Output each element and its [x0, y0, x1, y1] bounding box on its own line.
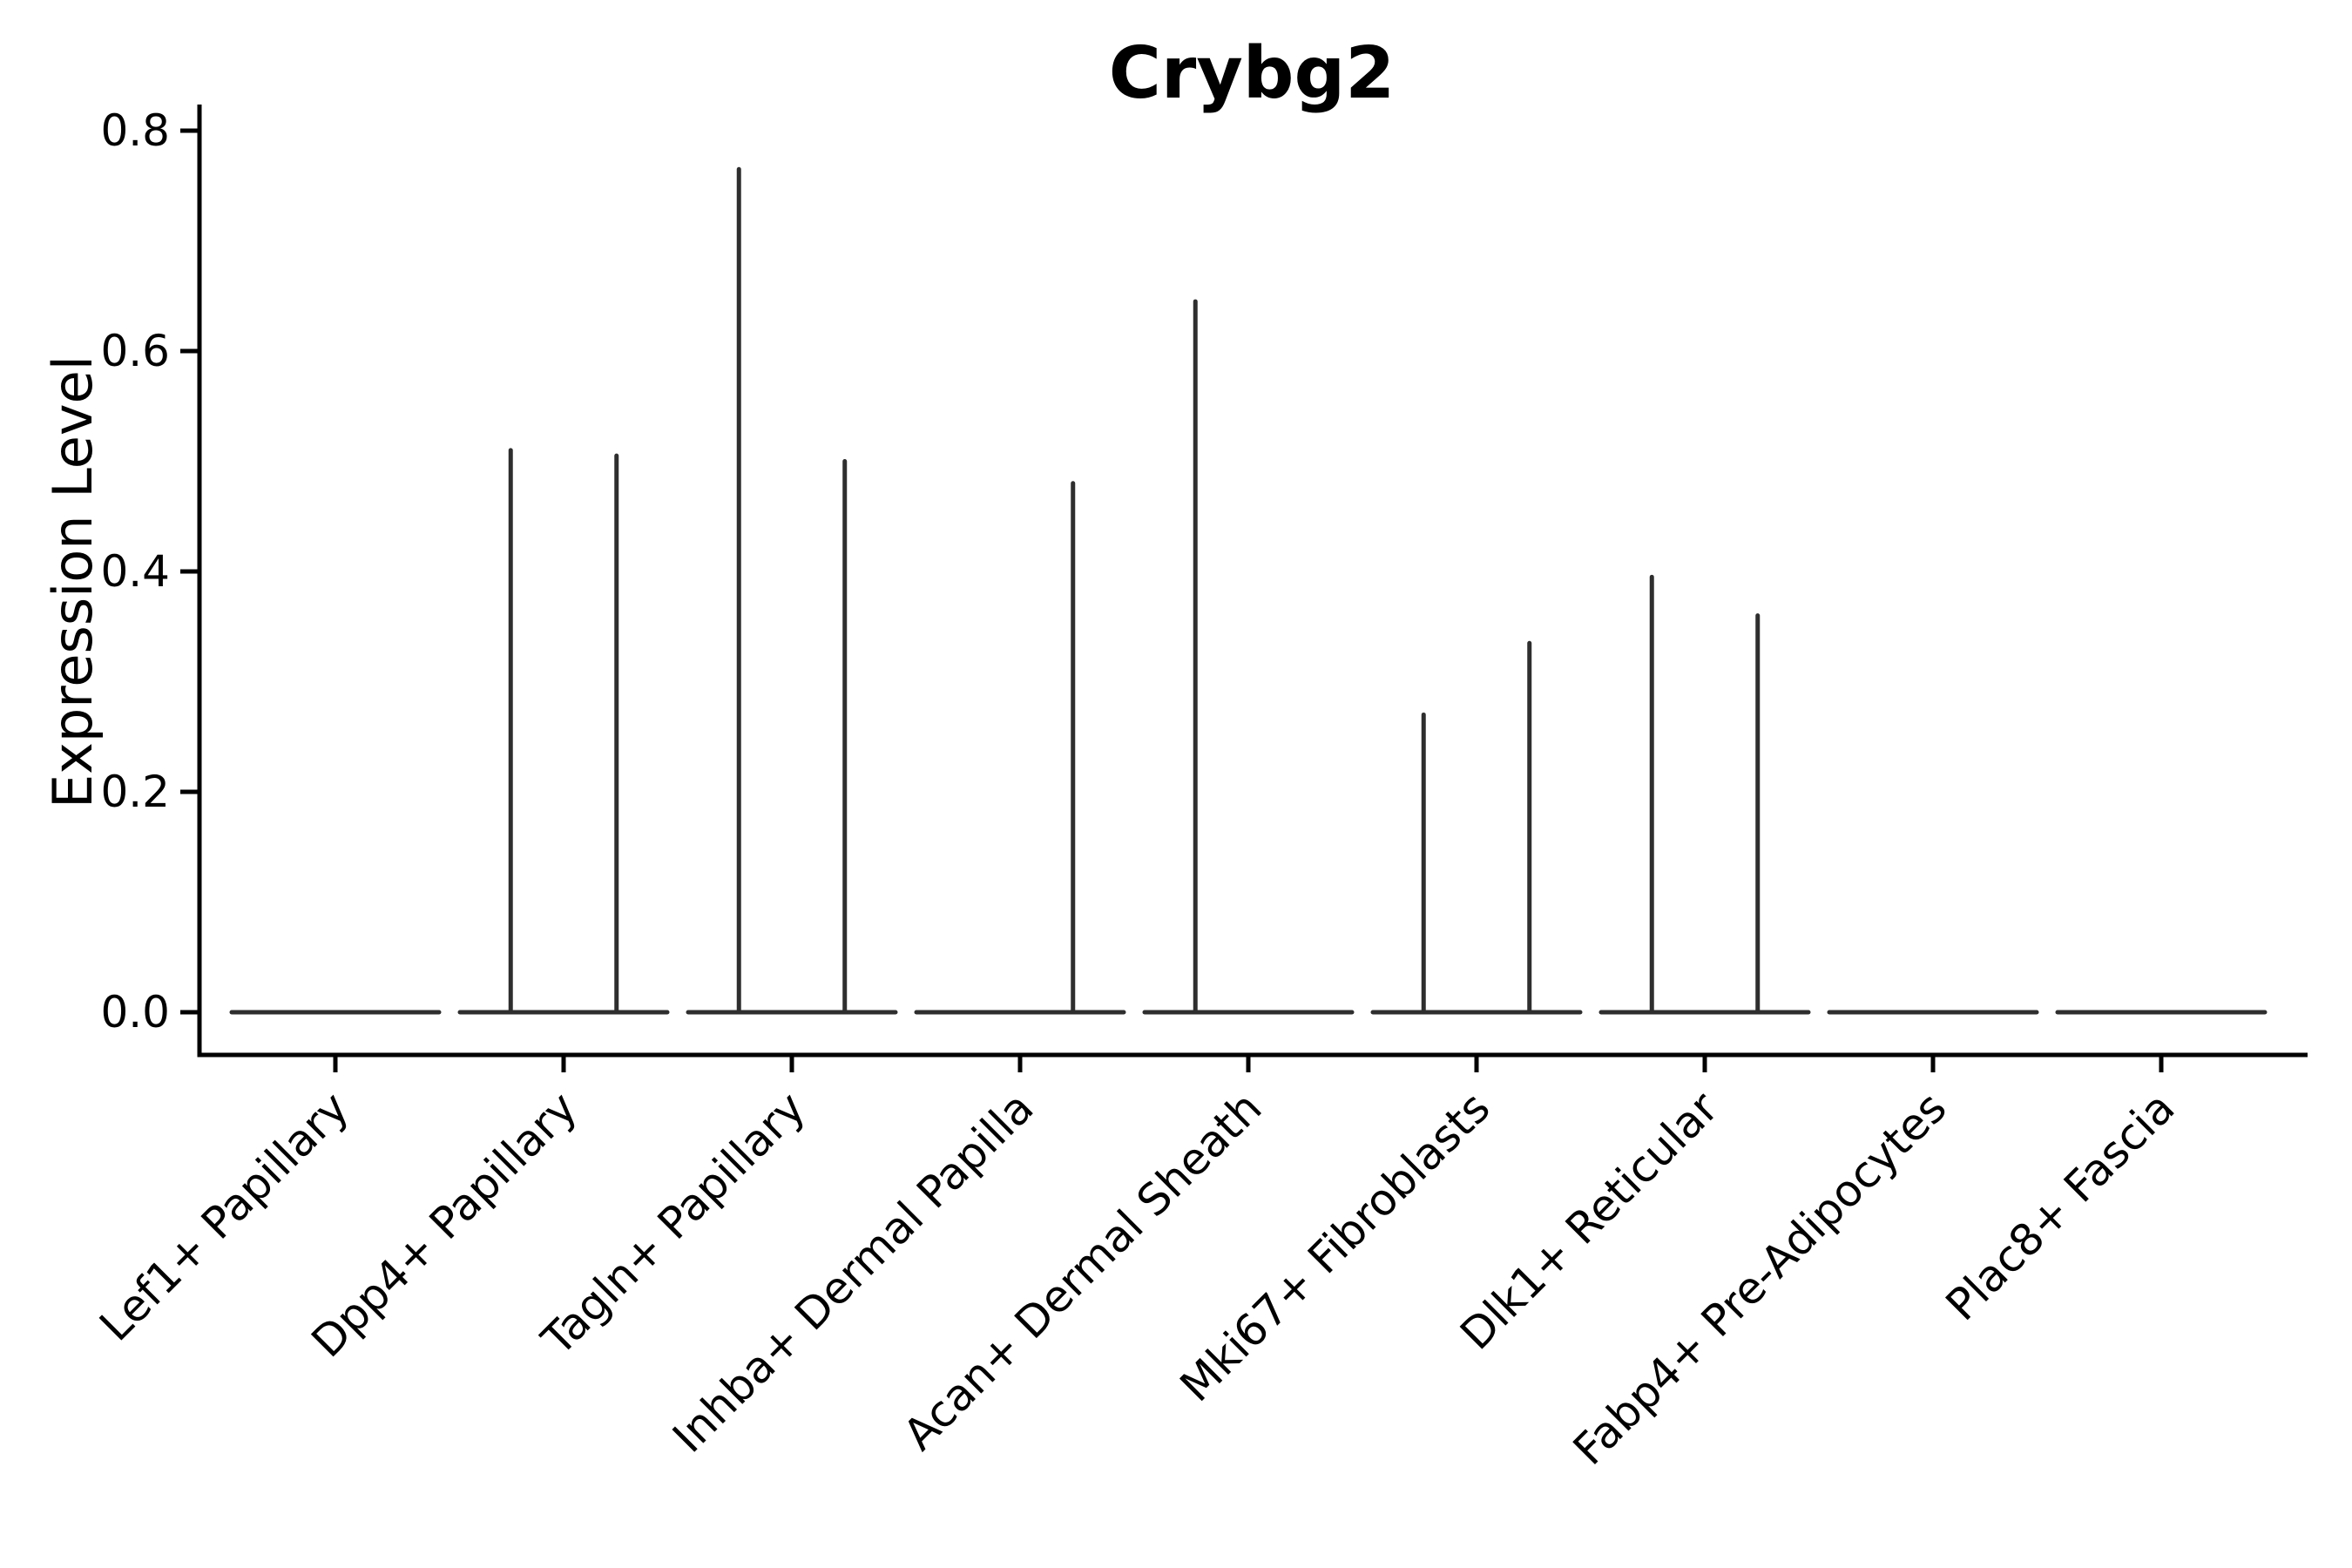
x-tick-label: Fabp4+ Pre-Adipocytes [1564, 1082, 1957, 1475]
y-tick-label: 0.8 [100, 105, 170, 156]
y-axis-ticks: 0.0 0.2 0.4 0.6 0.8 [100, 105, 198, 1037]
y-tick-label: 0.2 [100, 767, 170, 817]
x-tick-label: Plac8+ Fascia [1936, 1082, 2185, 1330]
y-tick-label: 0.0 [100, 987, 170, 1037]
chart-title: Crybg2 [1109, 32, 1396, 115]
x-tick-label: Lef1+ Papillary [90, 1082, 358, 1350]
y-tick-label: 0.6 [100, 326, 170, 376]
x-tick-label: Inhba+ Dermal Papilla [663, 1082, 1043, 1462]
y-tick-label: 0.4 [100, 546, 170, 597]
violins-group [229, 166, 2268, 1015]
y-axis-label: Expression Level [41, 355, 105, 808]
